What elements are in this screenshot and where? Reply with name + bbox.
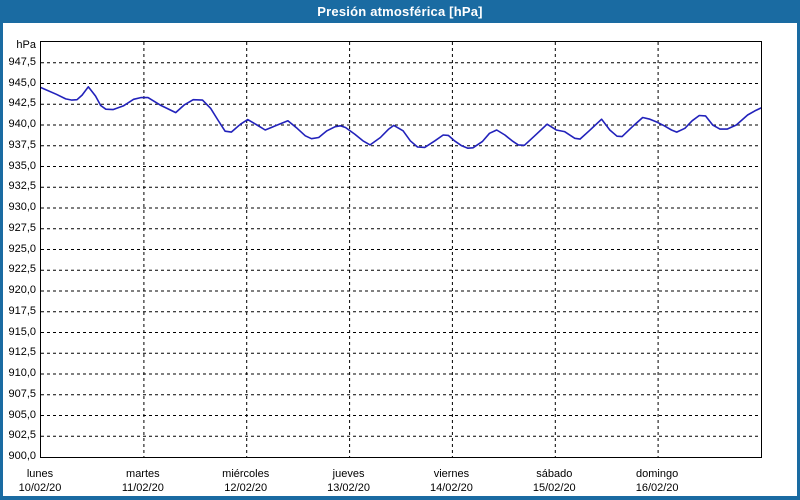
chart-content bbox=[3, 23, 797, 496]
plot-svg bbox=[41, 42, 761, 457]
pressure-line bbox=[41, 85, 761, 149]
title-bar[interactable]: Presión atmosférica [hPa] bbox=[0, 0, 800, 23]
window-title: Presión atmosférica [hPa] bbox=[317, 4, 483, 19]
plot-frame bbox=[40, 41, 762, 458]
